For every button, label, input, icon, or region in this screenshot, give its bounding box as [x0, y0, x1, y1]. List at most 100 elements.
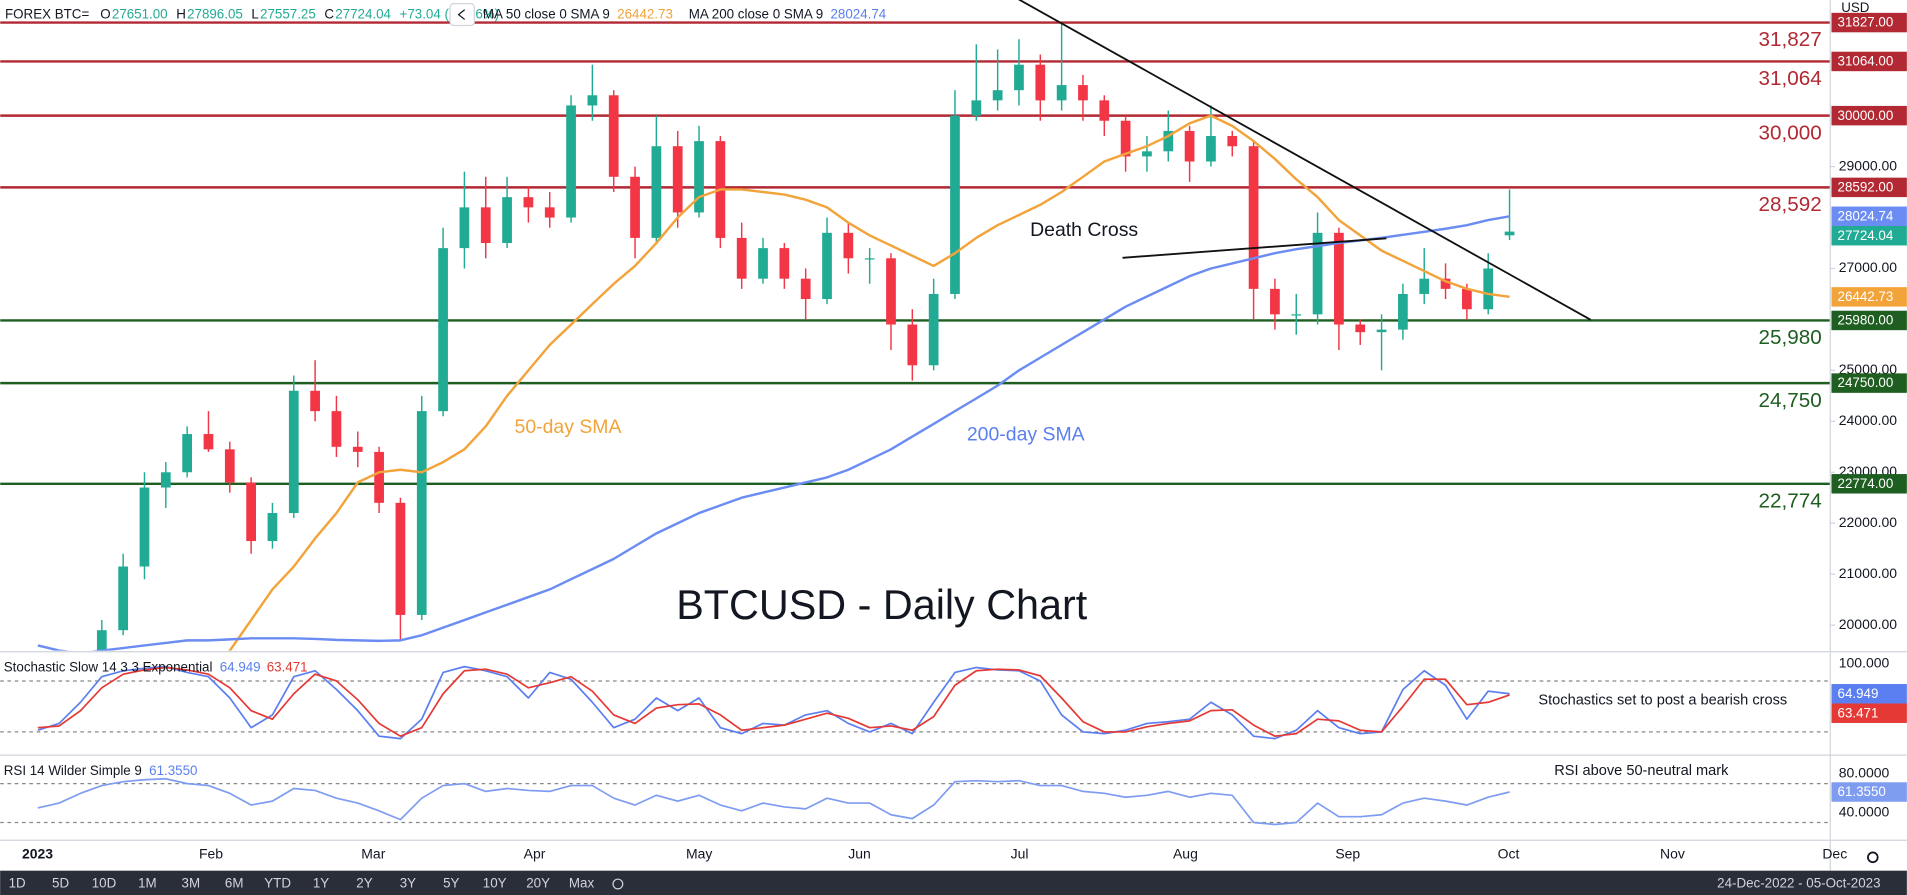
price-tag — [1831, 703, 1907, 723]
x-tick-label: Oct — [1498, 846, 1520, 862]
candle-body — [1376, 329, 1387, 333]
header: FOREX BTC= O27651.00 H27896.05 L27557.25… — [5, 6, 499, 21]
x-tick-label: May — [686, 846, 712, 862]
candle-body — [139, 487, 150, 567]
candle-body — [331, 411, 342, 447]
candle-body — [1440, 278, 1451, 289]
candle-body — [118, 566, 129, 631]
timeframe-button[interactable]: 1Y — [313, 876, 329, 891]
candle-body — [950, 115, 960, 294]
level-label: 31,827 — [1759, 28, 1822, 51]
y-tick-label: 22000.00 — [1839, 514, 1897, 530]
settings-icon[interactable] — [1867, 851, 1879, 864]
price-tag — [1831, 373, 1907, 393]
price-tag — [1831, 206, 1907, 227]
timeframe-button[interactable]: 6M — [225, 876, 244, 891]
price-tag — [1831, 177, 1907, 198]
y-tick-label: 25000.00 — [1839, 361, 1897, 377]
candle-body — [1462, 288, 1472, 310]
candle-body — [672, 146, 683, 213]
y-tick-label: 80.0000 — [1839, 765, 1890, 781]
y-tick-label: 100.000 — [1839, 655, 1890, 671]
ohlc-value: 27651.00 — [112, 6, 168, 21]
candle-body — [203, 434, 214, 450]
candle-body — [1312, 232, 1323, 315]
timeframe-button[interactable]: 5Y — [443, 876, 459, 891]
candle-body — [992, 90, 1003, 101]
date-range: 24-Dec-2022 - 05-Oct-2023 — [1717, 876, 1880, 891]
candle-body — [1419, 278, 1430, 294]
level-label: 31,064 — [1759, 67, 1822, 90]
currency-selector[interactable]: USD — [1841, 0, 1870, 15]
price-tag-label: 31827.00 — [1838, 15, 1894, 30]
candle-body — [267, 513, 278, 542]
candle-body — [459, 207, 470, 249]
candle-body — [1483, 268, 1494, 310]
candle-body — [182, 434, 192, 473]
candle-body — [566, 105, 576, 218]
candle-body — [246, 482, 256, 542]
timeframe-buttons: 1D 5D 10D 1M 3M 6M YTD 1Y 2Y 3Y 5Y 10Y 20Y Max — [9, 876, 595, 891]
timeframe-button[interactable]: 3Y — [400, 876, 416, 891]
x-tick-label: Jul — [1011, 846, 1029, 862]
compare-icon[interactable] — [612, 878, 624, 890]
candle-body — [96, 630, 107, 651]
y-tick-label: 27000.00 — [1839, 259, 1897, 275]
timeframe-button[interactable]: 5D — [52, 876, 69, 891]
x-tick-label: 2023 — [22, 846, 53, 862]
candle-body — [395, 502, 406, 615]
timeframe-button[interactable]: 1D — [9, 876, 26, 891]
symbol: FOREX BTC= — [5, 6, 89, 21]
timeframe-button[interactable]: 10D — [92, 876, 117, 891]
timeframe-button[interactable]: YTD — [264, 876, 291, 891]
timeframe-button[interactable]: 10Y — [483, 876, 507, 891]
candle-body — [374, 451, 384, 503]
level-label: 24,750 — [1759, 389, 1822, 412]
timeframe-button[interactable]: 1M — [138, 876, 157, 891]
ohlc-value: 27896.05 — [187, 6, 243, 21]
collapse-button[interactable] — [449, 3, 475, 27]
price-tag-label: 25980.00 — [1838, 313, 1894, 328]
candle-body — [1334, 232, 1344, 325]
candle-body — [1142, 151, 1152, 157]
price-tag-label: 27724.04 — [1838, 228, 1894, 243]
candle-body — [587, 95, 598, 106]
stochastic-pane — [0, 665, 1831, 740]
candle-body — [651, 146, 662, 238]
timeframe-button[interactable]: 20Y — [526, 876, 550, 891]
candle-body — [843, 232, 854, 259]
price-tag — [1831, 782, 1907, 802]
price-tag-label: 63.471 — [1838, 705, 1879, 720]
level-label: 22,774 — [1759, 489, 1822, 512]
price-tag — [1831, 287, 1907, 307]
candle-body — [1120, 120, 1131, 157]
candle-body — [1270, 288, 1280, 315]
candle-body — [928, 293, 939, 366]
price-tag-label: 28024.74 — [1838, 208, 1894, 223]
indicator-name: MA 200 close 0 SMA 9 — [689, 6, 823, 21]
indicator-value: 64.949 — [220, 659, 261, 674]
timeframe-button[interactable]: 2Y — [356, 876, 372, 891]
y-tick-label: 29000.00 — [1839, 157, 1897, 173]
candle-body — [1099, 100, 1110, 121]
price-tag — [1831, 12, 1907, 33]
candle-body — [1014, 64, 1024, 91]
timeframe-button[interactable]: 3M — [182, 876, 201, 891]
level-label: 28,592 — [1759, 193, 1822, 216]
price-tag — [1831, 684, 1907, 704]
y-tick-label: 24000.00 — [1839, 412, 1897, 428]
price-tag-label: 30000.00 — [1838, 108, 1894, 123]
candle-body — [1035, 64, 1046, 101]
price-tag-label: 24750.00 — [1838, 375, 1894, 390]
x-tick-label: Jun — [848, 846, 871, 862]
candle-body — [800, 278, 811, 300]
timeframe-button[interactable]: Max — [569, 876, 595, 891]
sma-line — [228, 114, 1510, 651]
indicator-value: 26442.73 — [617, 6, 673, 21]
price-tag-label: 61.3550 — [1838, 784, 1886, 799]
ohlc-key: L — [251, 6, 258, 21]
candle-body — [310, 390, 320, 412]
price-pane — [0, 21, 1831, 651]
price-tag — [1831, 474, 1907, 494]
